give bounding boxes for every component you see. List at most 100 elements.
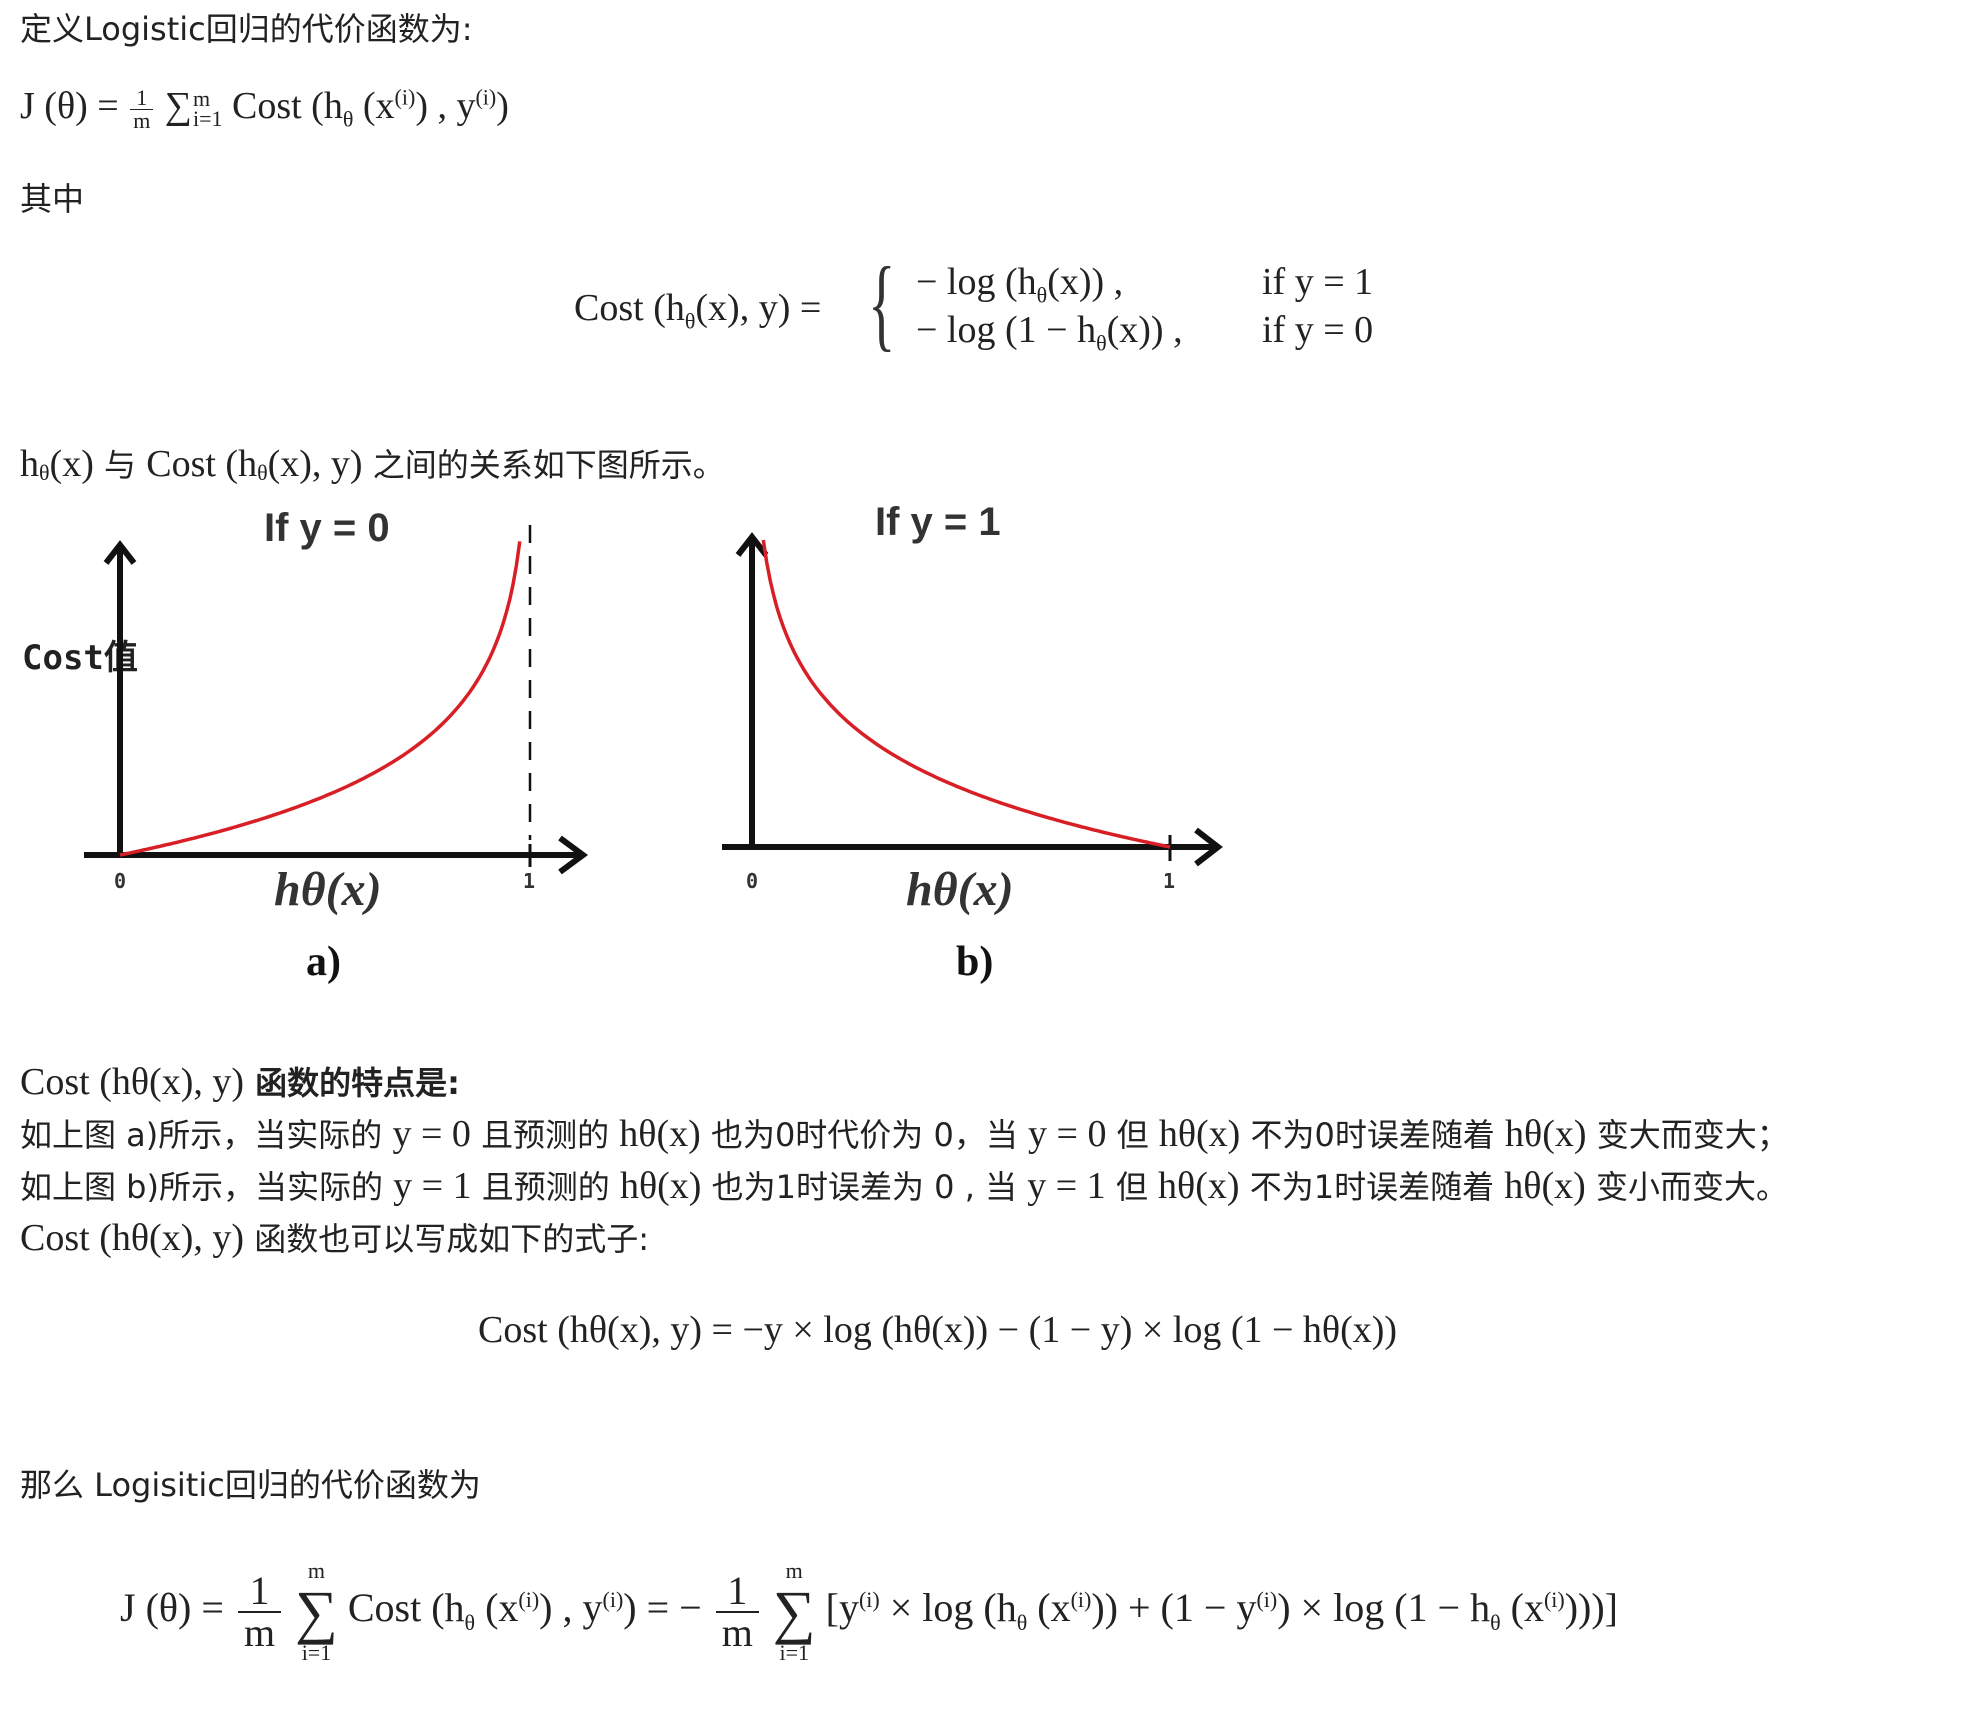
relation-cost-rest: (x), y): [268, 443, 363, 485]
final-j: J (θ) =: [120, 1585, 224, 1630]
line-b-p1: 如上图 b)所示，当实际的: [20, 1168, 393, 1206]
rewrite-sentence: Cost (hθ(x), y) 函数也可以写成如下的式子:: [20, 1214, 649, 1260]
line-a-p3: 也为0时代价为 0，当: [701, 1116, 1028, 1154]
line-a-p4: 但: [1106, 1116, 1158, 1154]
cost-term: Cost (h: [232, 85, 343, 127]
where-text: 其中: [20, 174, 84, 220]
piecewise-brace: {: [868, 252, 895, 356]
line-b-p6: 变小而变大。: [1586, 1168, 1788, 1206]
theta-subscript: θ: [343, 107, 354, 132]
fraction: 1 m: [130, 87, 153, 132]
case-1-rest: (x)) ,: [1047, 261, 1123, 303]
final-times-log2: ) × log (1 − h: [1277, 1585, 1490, 1630]
relation-sentence: hθ(x) 与 Cost (hθ(x), y) 之间的关系如下图所示。: [20, 440, 725, 486]
piecewise-case-2: − log (1 − hθ(x)) ,: [916, 308, 1183, 357]
final-bracket-open: [y: [826, 1585, 859, 1630]
plot-a-xlabel: hθ(x): [274, 863, 382, 916]
final-fraction-1-den: m: [238, 1613, 281, 1653]
final-cost-part: Cost (h: [348, 1585, 465, 1630]
plot-b: If y = 1 0 1 hθ(x) b): [700, 495, 1240, 1015]
relation-with: 与: [94, 446, 146, 484]
line-a-p5: 不为0时误差随着: [1240, 1116, 1505, 1154]
features-heading: Cost (hθ(x), y) 函数的特点是:: [20, 1058, 460, 1104]
final-times-log: × log (h: [880, 1585, 1017, 1630]
final-close: ): [623, 1585, 636, 1630]
final-sup4: (i): [1071, 1587, 1092, 1612]
plot-a-curve: [120, 541, 520, 855]
plot-b-caption: b): [956, 939, 993, 985]
plot-a-tick-0: 0: [114, 869, 126, 893]
line-a-m2: hθ(x): [619, 1113, 701, 1155]
final-intro-text: 那么 Logisitic回归的代价函数为: [20, 1460, 481, 1506]
features-heading-math: Cost (hθ(x), y): [20, 1061, 244, 1103]
piecewise-lhs-rest: (x), y) =: [695, 287, 821, 329]
final-cost-formula: J (θ) = 1 m m ∑ i=1 Cost (hθ (x(i)) , y(…: [120, 1560, 1618, 1664]
final-fraction-2-num: 1: [716, 1571, 759, 1613]
line-b-m2: hθ(x): [620, 1165, 702, 1207]
line-b-m5: hθ(x): [1504, 1165, 1586, 1207]
sigma-symbol: ∑: [165, 85, 192, 127]
final-sup2: (i): [603, 1587, 624, 1612]
final-fraction-2-den: m: [716, 1613, 759, 1653]
close-paren: ): [496, 85, 509, 127]
final-sup: (i): [518, 1587, 539, 1612]
line-a-m1: y = 0: [392, 1113, 470, 1155]
relation-cost: Cost (h: [146, 443, 257, 485]
line-b-p5: 不为1时误差随着: [1240, 1168, 1505, 1206]
final-fraction-2: 1 m: [716, 1571, 759, 1653]
superscript-i: (i): [395, 84, 416, 109]
case-1-theta: θ: [1037, 283, 1048, 308]
line-a-p1: 如上图 a)所示，当实际的: [20, 1116, 392, 1154]
final-theta3: θ: [1490, 1610, 1501, 1635]
line-a-p2: 且预测的: [471, 1116, 619, 1154]
plot-b-tick-0: 0: [746, 869, 758, 893]
final-sum-1-sigma: ∑: [295, 1582, 338, 1642]
line-b-m3: y = 1: [1027, 1165, 1105, 1207]
formula-lhs: J (θ) =: [20, 85, 119, 127]
intro-define-text: 定义Logistic回归的代价函数为:: [20, 4, 473, 50]
plot-b-curve: [763, 540, 1170, 847]
final-x-part: (x: [475, 1585, 518, 1630]
relation-h: h: [20, 443, 39, 485]
piecewise-cond-1: if y = 1: [1262, 260, 1373, 304]
final-sup6: (i): [1544, 1587, 1565, 1612]
final-x-part2: (x: [1027, 1585, 1070, 1630]
final-sum-2-lower: i=1: [773, 1642, 816, 1664]
case-2-rest: (x)) ,: [1107, 309, 1183, 351]
case-2-theta: θ: [1096, 331, 1107, 356]
final-bracket-close: )))]: [1565, 1585, 1618, 1630]
piecewise-cond-2: if y = 0: [1262, 308, 1373, 352]
plot-b-xlabel: hθ(x): [906, 863, 1014, 916]
feature-line-a: 如上图 a)所示，当实际的 y = 0 且预测的 hθ(x) 也为0时代价为 0…: [20, 1110, 1789, 1156]
sum-lower: i=1: [193, 109, 223, 129]
relation-cost-theta: θ: [257, 460, 268, 485]
line-a-m4: hθ(x): [1159, 1113, 1241, 1155]
y-term: ) , y: [415, 85, 475, 127]
plot-a-tick-1: 1: [523, 869, 535, 893]
x-term: (x: [353, 85, 394, 127]
final-sum-2-sigma: ∑: [773, 1582, 816, 1642]
case-1-expr: − log (h: [916, 261, 1037, 303]
piecewise-lhs-theta: θ: [685, 309, 696, 334]
line-b-p4: 但: [1106, 1168, 1158, 1206]
final-theta: θ: [465, 1610, 476, 1635]
plot-b-tick-1: 1: [1163, 869, 1175, 893]
piecewise-case-1: − log (hθ(x)) ,: [916, 260, 1123, 309]
line-b-m1: y = 1: [393, 1165, 471, 1207]
relation-h-rest: (x): [50, 443, 94, 485]
features-heading-text: 函数的特点是:: [244, 1064, 460, 1102]
plot-a-title: If y = 0: [264, 506, 390, 550]
line-a-m5: hθ(x): [1505, 1113, 1587, 1155]
final-sup3: (i): [859, 1587, 880, 1612]
final-plus: )) + (1 − y: [1091, 1585, 1256, 1630]
final-theta2: θ: [1017, 1610, 1028, 1635]
final-sum-1: m ∑ i=1: [295, 1560, 338, 1664]
case-2-expr: − log (1 − h: [916, 309, 1096, 351]
line-b-p2: 且预测的: [472, 1168, 620, 1206]
fraction-denominator: m: [130, 110, 153, 132]
combined-cost-formula: Cost (hθ(x), y) = −y × log (hθ(x)) − (1 …: [478, 1308, 1397, 1352]
rewrite-math: Cost (hθ(x), y): [20, 1217, 244, 1259]
final-fraction-1: 1 m: [238, 1571, 281, 1653]
line-a-m3: y = 0: [1028, 1113, 1106, 1155]
plot-b-title: If y = 1: [875, 500, 1001, 544]
